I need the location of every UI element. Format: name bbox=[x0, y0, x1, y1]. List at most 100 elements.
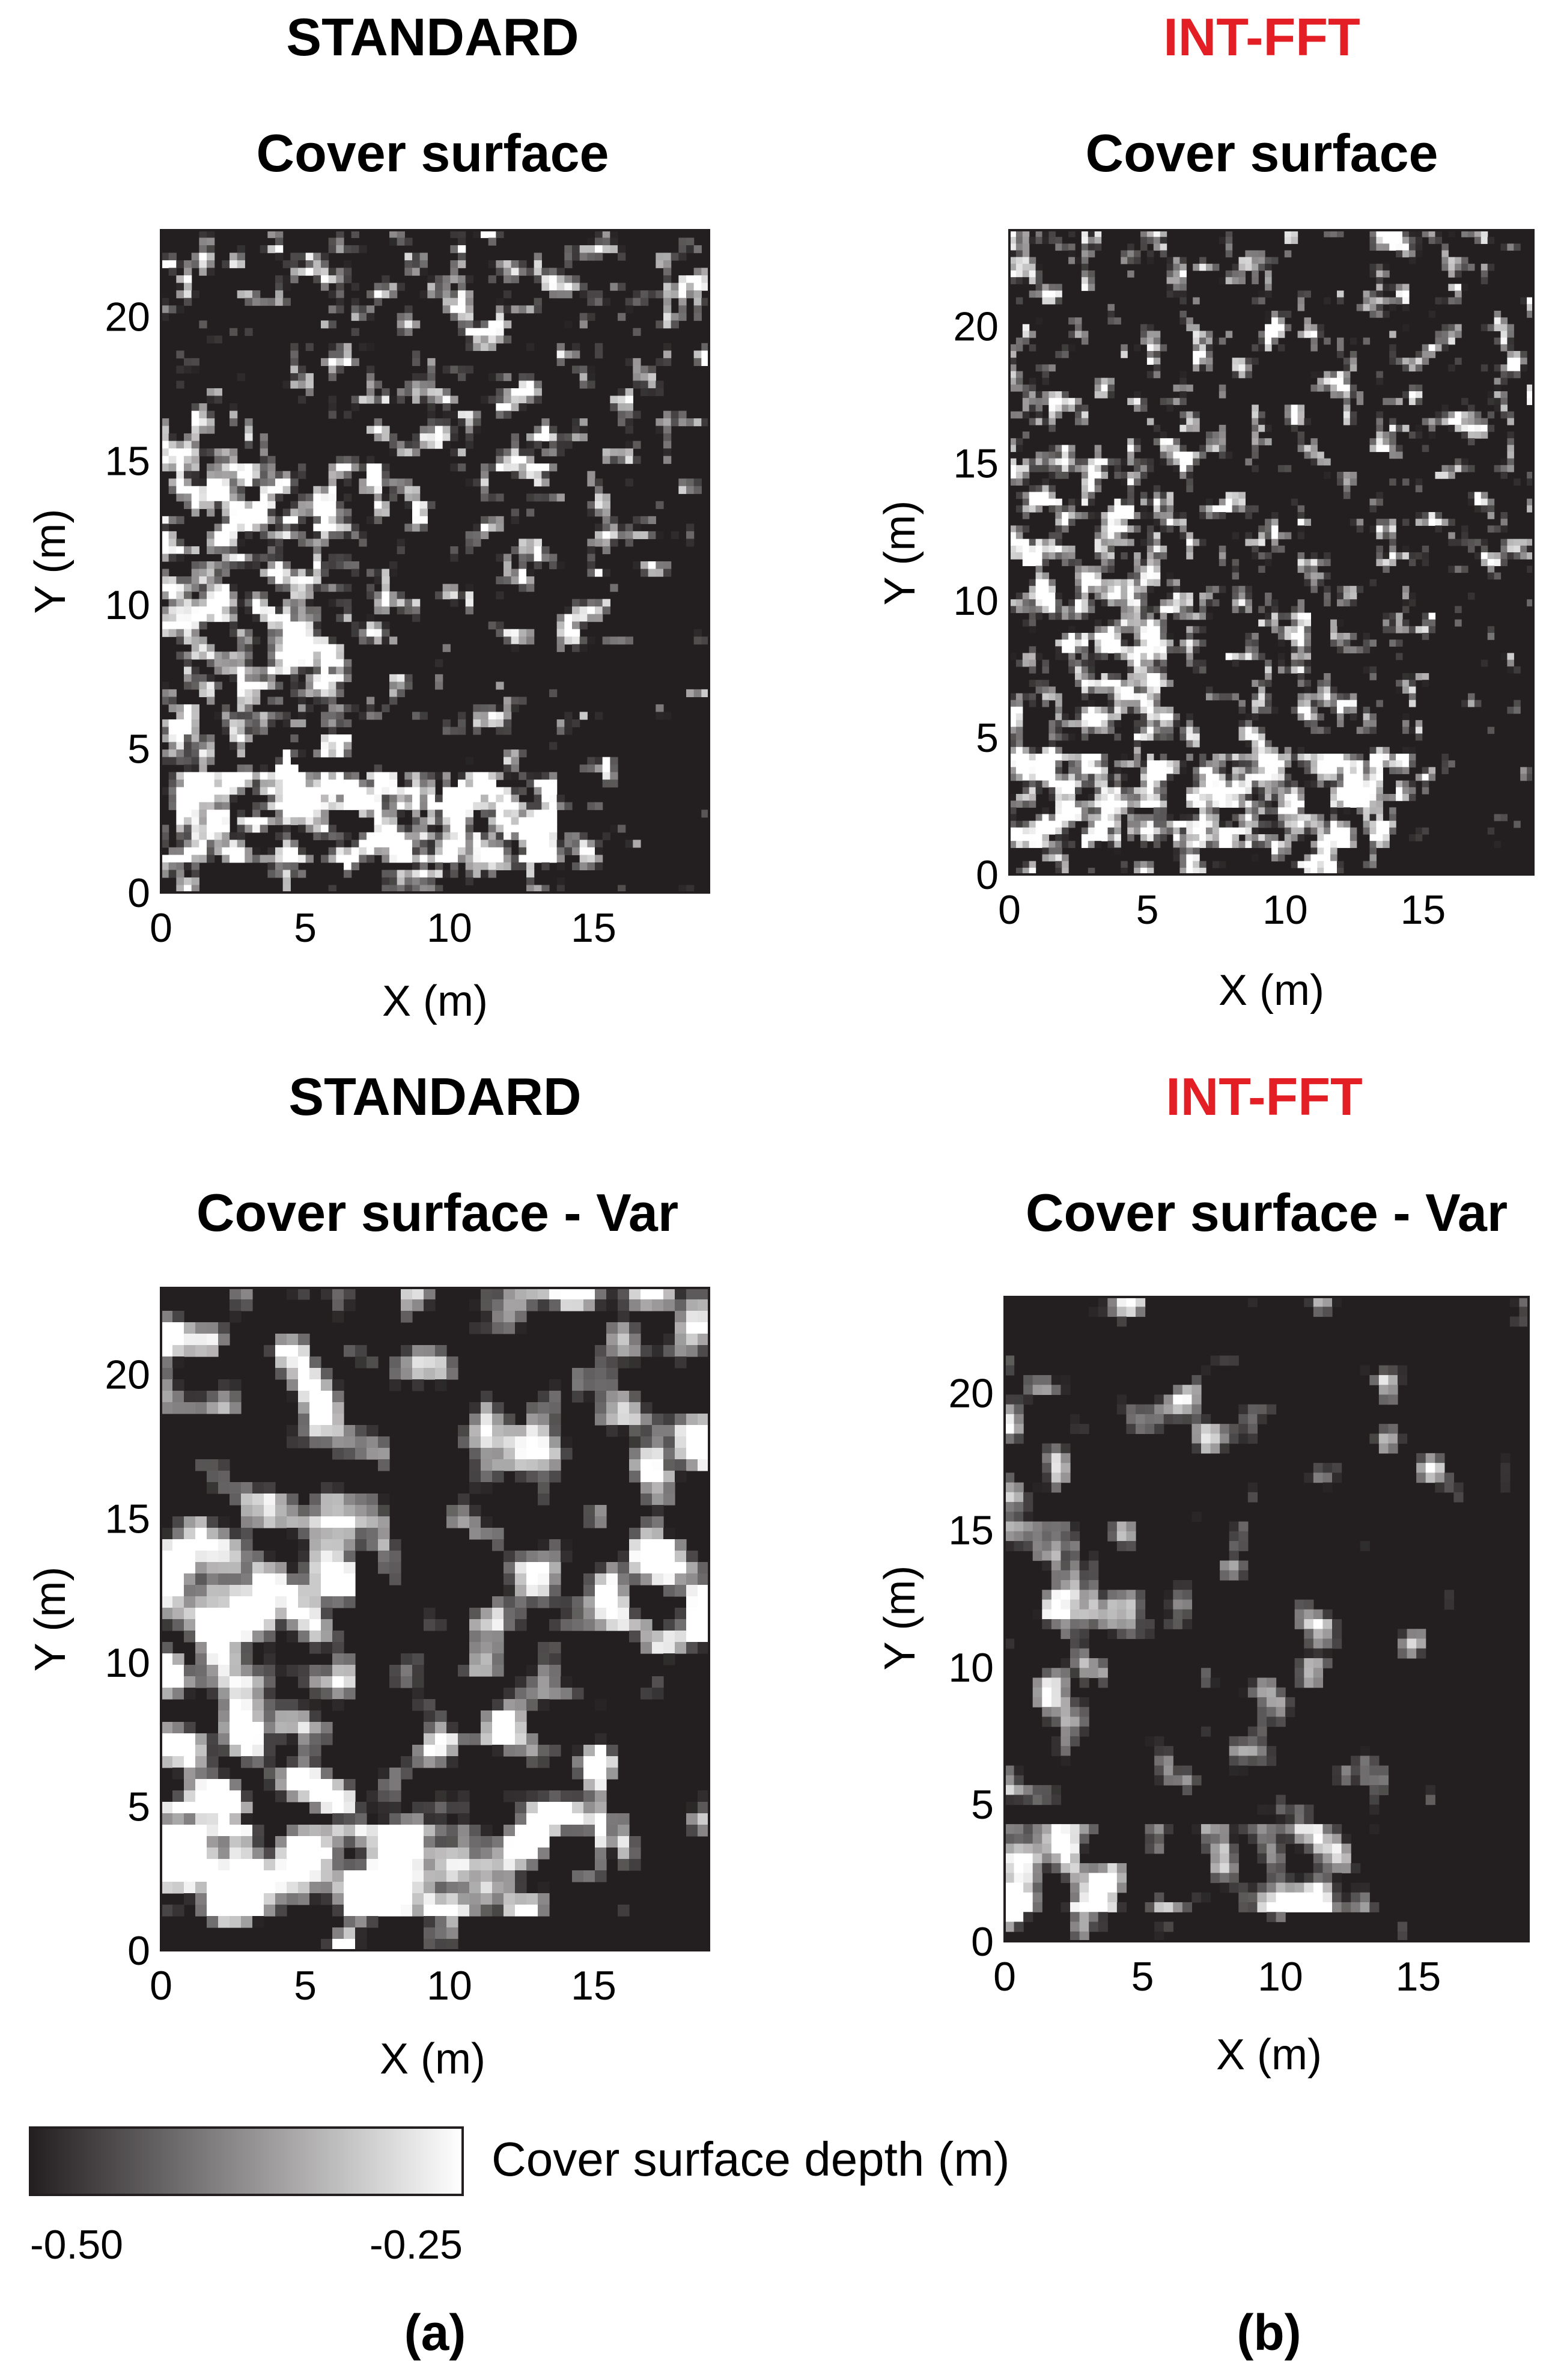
heatmap-cell bbox=[1369, 666, 1377, 674]
heatmap-cell bbox=[222, 478, 230, 487]
heatmap-cell bbox=[1179, 646, 1187, 654]
heatmap-cell bbox=[298, 787, 306, 795]
heatmap-cell bbox=[1383, 297, 1390, 305]
heatmap-cell bbox=[230, 508, 238, 517]
heatmap-cell bbox=[1081, 706, 1089, 714]
heatmap-cell bbox=[595, 531, 603, 540]
heatmap-cell bbox=[222, 584, 230, 592]
heatmap-cell bbox=[1297, 653, 1305, 661]
heatmap-cell bbox=[579, 380, 588, 389]
heatmap-cell bbox=[260, 855, 268, 863]
heatmap-cell bbox=[1199, 599, 1207, 606]
heatmap-cell bbox=[1160, 512, 1167, 519]
heatmap-cell bbox=[1310, 445, 1318, 453]
heatmap-cell bbox=[1068, 801, 1076, 808]
heatmap-cell bbox=[465, 335, 473, 344]
heatmap-cell bbox=[1212, 774, 1220, 781]
heatmap-cell bbox=[1114, 780, 1121, 788]
heatmap-cell bbox=[1140, 700, 1148, 707]
heatmap-cell bbox=[374, 282, 382, 291]
heatmap-cell bbox=[526, 636, 535, 645]
heatmap-cell bbox=[1029, 492, 1036, 499]
heatmap-cell bbox=[541, 418, 550, 427]
heatmap-cell bbox=[1507, 451, 1514, 459]
heatmap-cell bbox=[412, 780, 421, 788]
heatmap-cell bbox=[465, 410, 473, 419]
heatmap-cell bbox=[519, 862, 527, 871]
heatmap-cell bbox=[1428, 344, 1436, 352]
heatmap-cell bbox=[641, 531, 649, 540]
heatmap-cell bbox=[1297, 626, 1305, 633]
heatmap-cell bbox=[1101, 539, 1109, 546]
heatmap-cell bbox=[625, 418, 633, 427]
heatmap-cell bbox=[1317, 814, 1324, 822]
heatmap-cell bbox=[1153, 760, 1161, 767]
heatmap-cell bbox=[1376, 787, 1383, 795]
heatmap-cell bbox=[382, 426, 390, 434]
heatmap-cell bbox=[191, 870, 199, 878]
heatmap-cell bbox=[1094, 585, 1102, 593]
heatmap-cell bbox=[161, 870, 169, 878]
heatmap-cell bbox=[207, 426, 215, 434]
heatmap-cell bbox=[1356, 754, 1364, 761]
heatmap-cell bbox=[1265, 820, 1272, 828]
heatmap-cell bbox=[199, 682, 207, 690]
heatmap-cell bbox=[222, 531, 230, 540]
heatmap-cell bbox=[1238, 706, 1246, 714]
heatmap-cell bbox=[1448, 566, 1455, 573]
heatmap-cell bbox=[1252, 297, 1259, 305]
heatmap-cell bbox=[260, 817, 268, 825]
heatmap-cell bbox=[1055, 720, 1062, 727]
heatmap-cell bbox=[496, 787, 504, 795]
heatmap-cell bbox=[534, 539, 542, 547]
heatmap-cell bbox=[1258, 767, 1265, 775]
heatmap-cell bbox=[1107, 458, 1115, 466]
heatmap-cell bbox=[1297, 505, 1305, 513]
heatmap-cell bbox=[1088, 780, 1095, 788]
heatmap-cell bbox=[1310, 780, 1318, 788]
heatmap-cell bbox=[1101, 519, 1109, 526]
heatmap-cell bbox=[504, 697, 512, 705]
heatmap-cell bbox=[458, 275, 466, 284]
heatmap-cell bbox=[1173, 284, 1180, 291]
heatmap-cell bbox=[1127, 760, 1134, 767]
heatmap-cell bbox=[222, 493, 230, 502]
heatmap-cell bbox=[1422, 619, 1429, 627]
heatmap-cell bbox=[572, 621, 580, 630]
heatmap-cell bbox=[549, 433, 558, 442]
heatmap-cell bbox=[1140, 512, 1148, 519]
heatmap-cell bbox=[1369, 814, 1377, 822]
heatmap-cell bbox=[1140, 720, 1148, 727]
heatmap-cell bbox=[1048, 472, 1056, 479]
heatmap-cell bbox=[1402, 519, 1410, 526]
heatmap-cell bbox=[237, 787, 245, 795]
heatmap-cell bbox=[252, 810, 261, 818]
heatmap-cell bbox=[328, 343, 336, 351]
heatmap-cell bbox=[427, 825, 436, 833]
heatmap-cell bbox=[336, 305, 344, 314]
heatmap-cell bbox=[1265, 519, 1272, 526]
heatmap-cell bbox=[1035, 599, 1043, 606]
heatmap-cell bbox=[298, 636, 306, 645]
heatmap-cell bbox=[176, 636, 184, 645]
heatmap-cell bbox=[305, 380, 314, 389]
heatmap-cell bbox=[321, 704, 329, 713]
heatmap-cell bbox=[389, 840, 398, 848]
heatmap-cell bbox=[275, 561, 284, 570]
heatmap-cell bbox=[1422, 445, 1429, 453]
heatmap-cell bbox=[313, 260, 321, 269]
heatmap-cell bbox=[1402, 250, 1410, 258]
heatmap-cell bbox=[693, 282, 702, 291]
heatmap-cell bbox=[1369, 505, 1377, 513]
heatmap-cell bbox=[359, 395, 367, 404]
heatmap-cell bbox=[663, 305, 672, 314]
heatmap-cell bbox=[1265, 787, 1272, 795]
heatmap-cell bbox=[1153, 552, 1161, 560]
heatmap-cell bbox=[1252, 411, 1259, 419]
heatmap-cell bbox=[1520, 358, 1527, 365]
heatmap-cell bbox=[633, 523, 641, 532]
heatmap-cell bbox=[321, 501, 329, 509]
heatmap-cell bbox=[344, 772, 352, 780]
heatmap-cell bbox=[199, 486, 207, 494]
heatmap-cell bbox=[1081, 612, 1089, 620]
